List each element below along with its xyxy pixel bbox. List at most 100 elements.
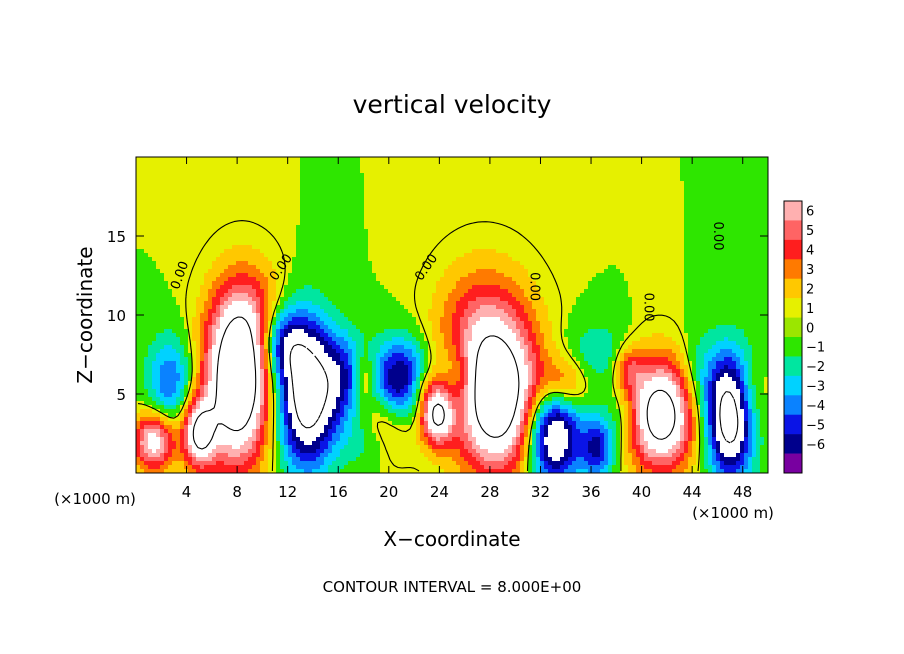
field-cell (612, 209, 617, 214)
field-cell (636, 269, 641, 274)
field-cell (732, 269, 737, 274)
field-cell (560, 273, 565, 278)
field-cell (508, 245, 513, 250)
field-cell (424, 241, 429, 246)
field-cell (612, 225, 617, 230)
field-cell (764, 265, 768, 270)
field-cell (340, 217, 345, 222)
field-cell (756, 169, 761, 174)
field-cell (552, 173, 557, 178)
field-cell (628, 217, 633, 222)
field-cell (480, 225, 485, 230)
field-cell (344, 281, 349, 286)
field-cell (436, 173, 441, 178)
field-cell (352, 229, 357, 234)
field-cell (396, 161, 401, 166)
field-cell (368, 225, 373, 230)
field-cell (404, 245, 409, 250)
field-cell (736, 197, 741, 202)
field-cell (656, 169, 661, 174)
field-cell (164, 253, 169, 258)
field-cell (560, 253, 565, 258)
field-cell (212, 189, 217, 194)
field-cell (592, 193, 597, 198)
field-cell (724, 277, 729, 282)
field-cell (232, 253, 237, 258)
field-cell (292, 245, 297, 250)
field-cell (316, 213, 321, 218)
field-cell (680, 277, 685, 282)
field-cell (440, 269, 445, 274)
field-cell (708, 157, 713, 162)
field-cell (376, 181, 381, 186)
field-cell (556, 189, 561, 194)
field-cell (284, 269, 289, 274)
field-cell (476, 165, 481, 170)
field-cell (272, 245, 277, 250)
field-cell (164, 193, 169, 198)
field-cell (248, 277, 253, 282)
field-cell (408, 249, 413, 254)
field-cell (672, 277, 677, 282)
field-cell (488, 213, 493, 218)
field-cell (528, 213, 533, 218)
field-cell (564, 189, 569, 194)
field-cell (404, 273, 409, 278)
field-cell (548, 237, 553, 242)
field-cell (432, 201, 437, 206)
field-cell (228, 213, 233, 218)
field-cell (304, 221, 309, 226)
field-cell (624, 169, 629, 174)
field-cell (744, 221, 749, 226)
field-cell (600, 185, 605, 190)
field-cell (364, 269, 369, 274)
field-cell (548, 197, 553, 202)
field-cell (380, 169, 385, 174)
field-cell (284, 181, 289, 186)
field-cell (256, 273, 261, 278)
field-cell (324, 157, 329, 162)
field-cell (596, 177, 601, 182)
field-cell (392, 241, 397, 246)
field-cell (572, 273, 577, 278)
field-cell (648, 161, 653, 166)
field-cell (580, 165, 585, 170)
field-cell (504, 225, 509, 230)
field-cell (204, 257, 209, 262)
field-cell (444, 273, 449, 278)
field-cell (140, 201, 145, 206)
field-cell (528, 233, 533, 238)
field-cell (324, 161, 329, 166)
field-cell (536, 185, 541, 190)
field-cell (512, 273, 517, 278)
field-cell (396, 233, 401, 238)
field-cell (588, 193, 593, 198)
field-cell (760, 273, 765, 278)
field-cell (356, 281, 361, 286)
field-cell (416, 217, 421, 222)
field-cell (424, 197, 429, 202)
field-cell (632, 213, 637, 218)
field-cell (392, 273, 397, 278)
field-cell (268, 185, 273, 190)
field-cell (636, 245, 641, 250)
field-cell (224, 205, 229, 210)
field-cell (704, 261, 709, 266)
field-cell (208, 181, 213, 186)
field-cell (512, 257, 517, 262)
field-cell (632, 157, 637, 162)
field-cell (564, 229, 569, 234)
field-cell (324, 261, 329, 266)
field-cell (260, 253, 265, 258)
field-cell (620, 221, 625, 226)
field-cell (716, 209, 721, 214)
field-cell (528, 205, 533, 210)
field-cell (632, 269, 637, 274)
field-cell (432, 209, 437, 214)
field-cell (140, 181, 145, 186)
field-cell (760, 205, 765, 210)
field-cell (692, 157, 697, 162)
field-cell (136, 205, 141, 210)
field-cell (264, 281, 269, 286)
field-cell (596, 201, 601, 206)
